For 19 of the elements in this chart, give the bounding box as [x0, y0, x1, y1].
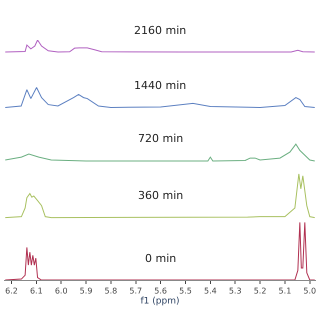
series-label: 0 min: [145, 252, 176, 265]
series-label: 2160 min: [134, 24, 186, 37]
x-tick-label: 5.9: [80, 286, 92, 296]
series-label: 720 min: [138, 132, 184, 145]
x-tick-label: 5.6: [154, 286, 167, 296]
x-axis-title: f1 (ppm): [140, 296, 180, 306]
x-tick-label: 5.7: [129, 286, 142, 296]
series-label: 1440 min: [134, 79, 186, 92]
x-tick-label: 5.5: [179, 286, 192, 296]
x-tick-label: 6.2: [5, 286, 18, 296]
x-tick-label: 5.4: [204, 286, 217, 296]
series-label: 360 min: [138, 189, 184, 202]
x-tick-label: 6.0: [54, 286, 68, 296]
x-tick-label: 5.2: [254, 286, 266, 296]
x-tick-label: 5.8: [104, 286, 118, 296]
x-tick-label: 5.0: [303, 286, 316, 296]
x-tick-label: 5.3: [228, 286, 242, 296]
x-tick-label: 6.1: [30, 286, 43, 296]
x-tick-label: 5.1: [278, 286, 292, 296]
